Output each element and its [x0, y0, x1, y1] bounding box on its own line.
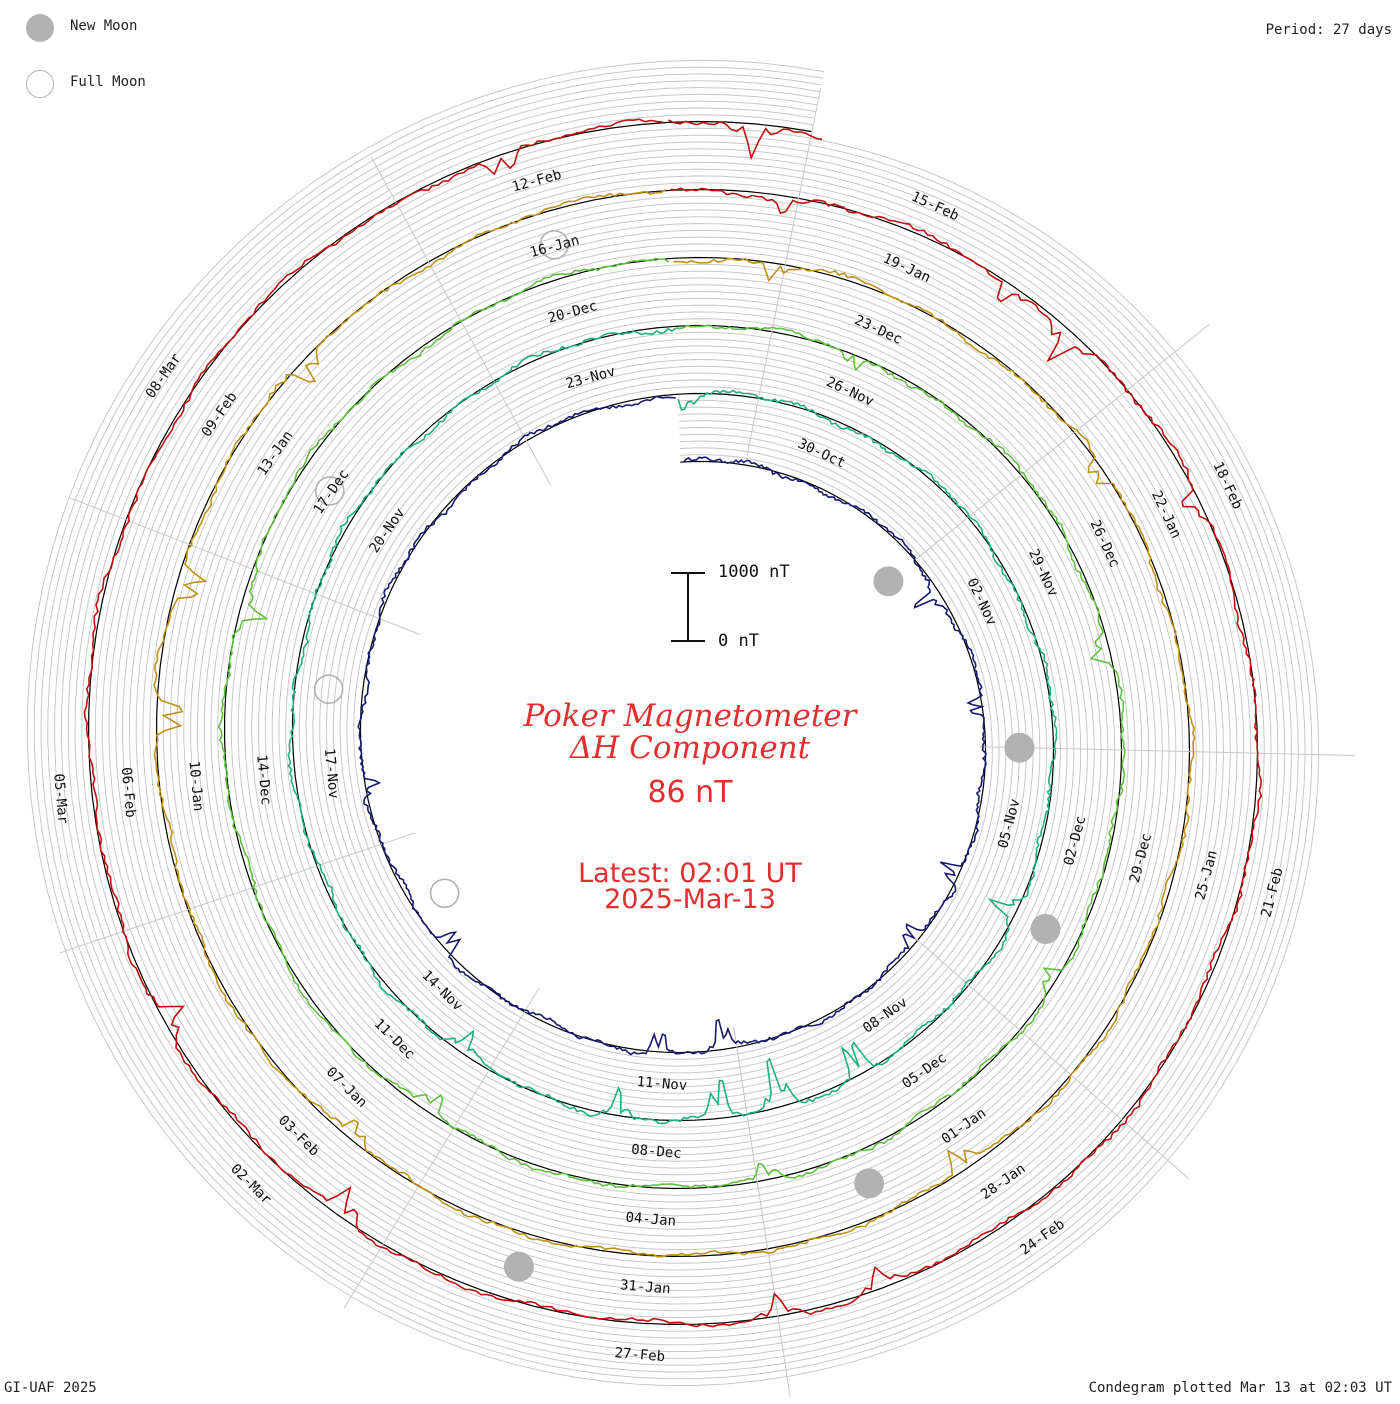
date-radial-line — [979, 746, 1355, 756]
trace-segment — [153, 189, 1196, 1258]
date-label: 02-Dec — [1061, 814, 1089, 867]
new-moon-icon — [26, 14, 54, 42]
date-radial-line — [343, 987, 540, 1309]
grid-spiral-line — [33, 66, 1313, 1380]
baseline-spiral — [87, 120, 1259, 1326]
date-label: 02-Nov — [964, 576, 1000, 629]
scale-bar — [671, 572, 705, 642]
grid-spiral-line — [26, 59, 1320, 1387]
trace-segment — [287, 327, 1058, 1125]
date-radial-line — [59, 832, 416, 954]
new-moon-label: New Moon — [70, 18, 138, 34]
date-label: 05-Mar — [50, 773, 71, 825]
magnetometer-trace — [83, 118, 1263, 1328]
trace-segment — [357, 395, 987, 1056]
full-moon-marker — [429, 878, 460, 909]
new-moon-marker — [1030, 914, 1061, 944]
chart-title: Poker Magnetometer — [523, 698, 857, 734]
new-moon-marker — [873, 566, 904, 597]
date-label: 14-Dec — [253, 754, 274, 806]
grid-spiral-line — [67, 100, 1279, 1346]
date-label: 31-Jan — [619, 1277, 671, 1297]
current-value: 86 nT — [647, 775, 733, 810]
grid-spiral-line — [60, 93, 1286, 1353]
grid-spiral-line — [40, 73, 1306, 1373]
date-label: 27-Feb — [614, 1345, 666, 1365]
date-label: 04-Jan — [625, 1210, 677, 1230]
date-label: 25-Jan — [1193, 849, 1221, 902]
date-radial-lines — [59, 87, 1355, 1398]
full-moon-label: Full Moon — [70, 74, 146, 90]
footer-credit: GI-UAF 2025 — [4, 1380, 97, 1396]
date-label: 10-Jan — [185, 760, 206, 812]
date-radial-line — [907, 931, 1190, 1180]
full-moon-marker — [313, 674, 344, 705]
full-moon-marker — [314, 476, 345, 506]
date-label: 06-Feb — [118, 767, 139, 819]
date-radial-line — [733, 1026, 791, 1398]
new-moon-marker — [503, 1251, 534, 1282]
full-moon-icon — [26, 70, 54, 98]
date-label: 17-Nov — [321, 748, 342, 800]
scale-bar-bottom-label: 0 nT — [718, 631, 759, 651]
date-radial-line — [70, 497, 421, 635]
trace-segment — [217, 257, 1126, 1189]
period-label: Period: 27 days — [1265, 22, 1392, 38]
full-moon-marker — [539, 230, 570, 260]
trace-segment — [668, 119, 823, 161]
latest-time: Latest: 02:01 UT — [578, 858, 802, 889]
date-label: 05-Nov — [995, 797, 1023, 850]
spiral-grid — [26, 59, 1320, 1387]
date-label: 08-Dec — [631, 1142, 683, 1162]
grid-spiral-line — [81, 114, 1265, 1332]
chart-subtitle: ΔH Component — [569, 730, 811, 766]
scale-bar-top-label: 1000 nT — [718, 562, 790, 582]
grid-spiral-line — [74, 107, 1272, 1339]
footer-plotted-time: Condegram plotted Mar 13 at 02:03 UT — [1088, 1380, 1392, 1396]
new-moon-marker — [854, 1168, 885, 1199]
date-label: 11-Nov — [636, 1074, 688, 1094]
date-label: 21-Feb — [1258, 866, 1286, 919]
new-moon-marker — [1004, 732, 1035, 763]
date-radial-line — [916, 324, 1210, 560]
grid-spiral-line — [47, 80, 1299, 1366]
latest-date: 2025-Mar-13 — [604, 884, 776, 915]
grid-spiral-line — [54, 86, 1293, 1359]
trace-segment — [83, 118, 1263, 1328]
moon-phase-markers — [313, 230, 1061, 1282]
date-label: 29-Dec — [1127, 832, 1155, 885]
